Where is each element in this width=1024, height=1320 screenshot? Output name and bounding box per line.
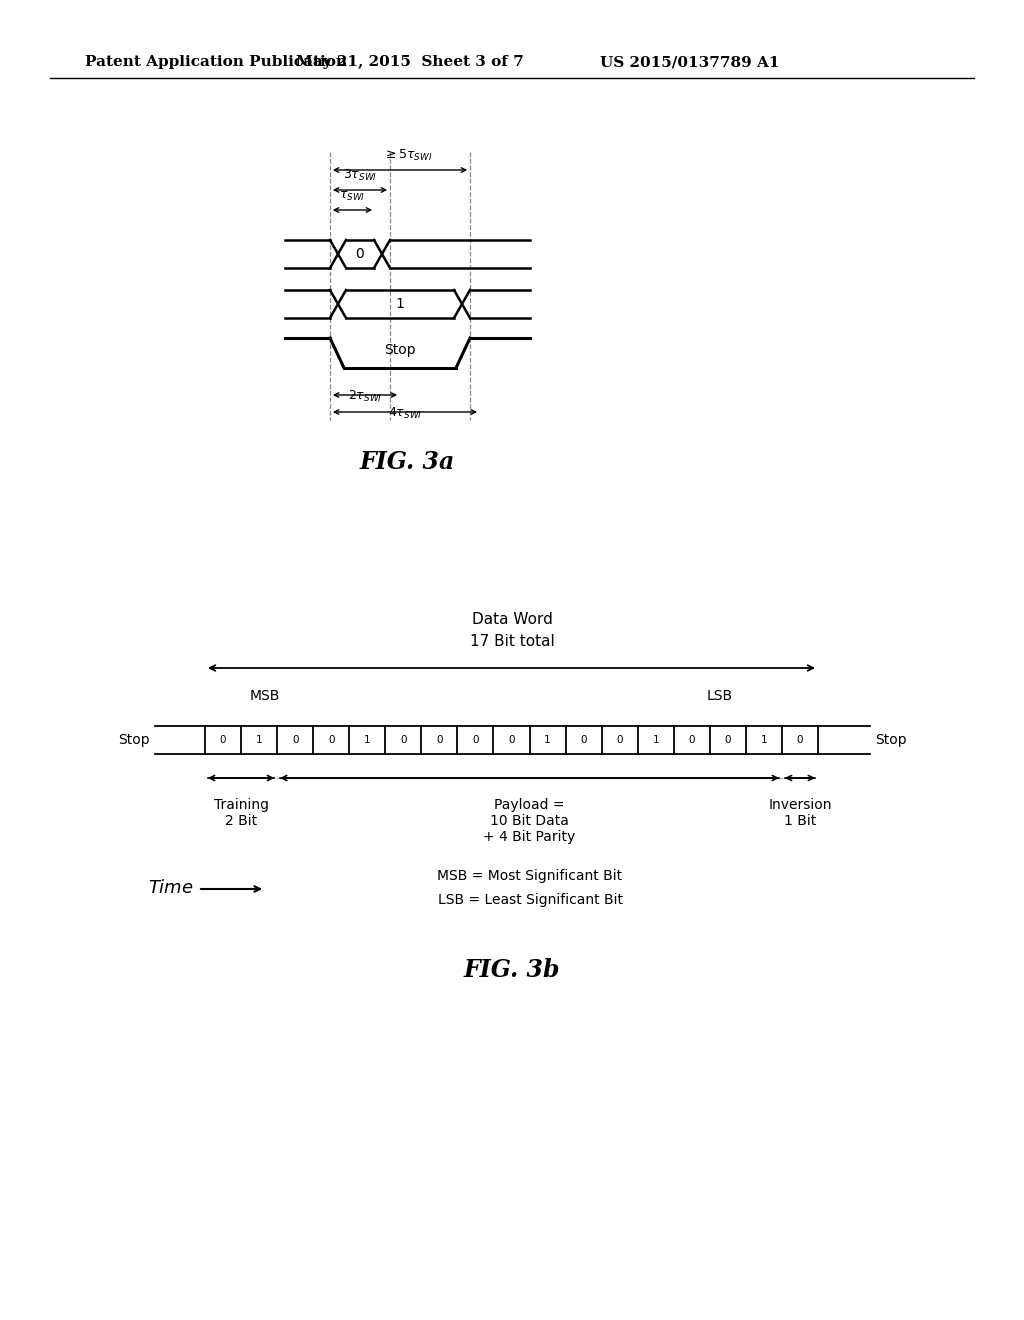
Text: LSB = Least Significant Bit: LSB = Least Significant Bit	[437, 894, 623, 907]
Text: Payload =
10 Bit Data
+ 4 Bit Parity: Payload = 10 Bit Data + 4 Bit Parity	[483, 799, 575, 845]
Text: $\it{Time}$: $\it{Time}$	[148, 879, 194, 898]
Text: 0: 0	[292, 735, 298, 744]
Text: 0: 0	[725, 735, 731, 744]
Text: FIG. 3a: FIG. 3a	[359, 450, 455, 474]
Text: 0: 0	[220, 735, 226, 744]
Text: FIG. 3b: FIG. 3b	[464, 958, 560, 982]
Text: Stop: Stop	[384, 343, 416, 356]
Text: $3\tau_{SWI}$: $3\tau_{SWI}$	[343, 168, 377, 183]
Text: US 2015/0137789 A1: US 2015/0137789 A1	[600, 55, 779, 69]
Text: 0: 0	[400, 735, 407, 744]
Text: 1: 1	[652, 735, 659, 744]
Text: $4\tau_{SWI}$: $4\tau_{SWI}$	[388, 407, 422, 421]
Text: 0: 0	[688, 735, 695, 744]
Text: 1: 1	[544, 735, 551, 744]
Text: 0: 0	[616, 735, 623, 744]
Text: 17 Bit total: 17 Bit total	[470, 634, 554, 648]
Text: 0: 0	[797, 735, 803, 744]
Text: 0: 0	[436, 735, 442, 744]
Text: 1: 1	[761, 735, 767, 744]
Text: Training
2 Bit: Training 2 Bit	[214, 799, 268, 828]
Text: LSB: LSB	[707, 689, 733, 704]
Text: 0: 0	[508, 735, 515, 744]
Text: Data Word: Data Word	[472, 612, 552, 627]
Text: 1: 1	[256, 735, 262, 744]
Text: Patent Application Publication: Patent Application Publication	[85, 55, 347, 69]
Text: MSB: MSB	[250, 689, 281, 704]
Text: MSB = Most Significant Bit: MSB = Most Significant Bit	[437, 869, 623, 883]
Text: $\tau_{SWI}$: $\tau_{SWI}$	[340, 190, 366, 203]
Text: May 21, 2015  Sheet 3 of 7: May 21, 2015 Sheet 3 of 7	[296, 55, 524, 69]
Text: 1: 1	[364, 735, 371, 744]
Text: Stop: Stop	[874, 733, 906, 747]
Text: Stop: Stop	[119, 733, 150, 747]
Text: $\geq 5\tau_{SWI}$: $\geq 5\tau_{SWI}$	[383, 148, 433, 162]
Text: 0: 0	[581, 735, 587, 744]
Text: 1: 1	[395, 297, 404, 312]
Text: Inversion
1 Bit: Inversion 1 Bit	[768, 799, 831, 828]
Text: 0: 0	[328, 735, 335, 744]
Text: 0: 0	[472, 735, 478, 744]
Text: 0: 0	[355, 247, 365, 261]
Text: $2\tau_{SWI}$: $2\tau_{SWI}$	[348, 389, 382, 404]
